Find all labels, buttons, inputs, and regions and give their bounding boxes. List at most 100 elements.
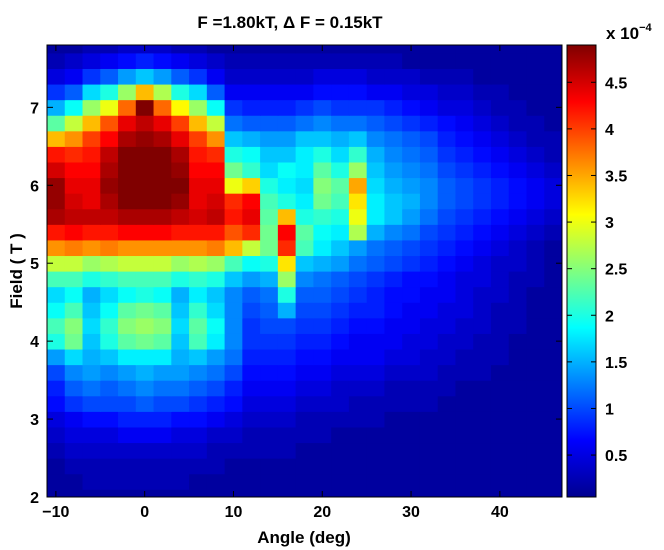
heatmap-cell <box>118 426 137 444</box>
heatmap-cell <box>206 395 226 412</box>
heatmap-cell <box>47 83 66 101</box>
heatmap-cell <box>153 333 172 350</box>
heatmap-cell <box>313 348 332 366</box>
heatmap-cell <box>366 52 386 69</box>
heatmap-cell <box>47 380 66 397</box>
plot-area: −10 0 10 20 30 40 2 3 4 5 6 7 <box>30 44 563 521</box>
heatmap-cell <box>100 380 119 397</box>
heatmap-cell <box>313 333 332 350</box>
heatmap-cell <box>82 83 101 101</box>
heatmap-cell <box>100 348 119 366</box>
heatmap-cell <box>348 130 368 147</box>
heatmap-cell <box>64 161 84 179</box>
colorbar-exponent-label: x 10−4 <box>606 22 653 43</box>
heatmap-cell <box>402 348 421 366</box>
heatmap-cell <box>189 364 208 381</box>
heatmap-cell <box>260 115 279 132</box>
heatmap-cell <box>242 193 261 210</box>
heatmap-cell <box>64 302 84 319</box>
heatmap-cell <box>171 333 190 350</box>
heatmap-cell <box>118 489 137 497</box>
heatmap-cell <box>366 473 386 490</box>
heatmap-cell <box>118 52 137 69</box>
heatmap-cell <box>171 302 190 319</box>
heatmap-cell <box>455 348 474 366</box>
heatmap-cell <box>366 177 386 194</box>
heatmap-cell <box>419 489 439 497</box>
heatmap-cell <box>366 333 386 350</box>
heatmap-cell <box>153 99 172 116</box>
heatmap-cell <box>490 193 510 210</box>
heatmap-cell <box>366 317 386 334</box>
heatmap-cell <box>224 348 243 366</box>
heatmap-cell <box>366 271 386 288</box>
heatmap-cell <box>135 99 155 116</box>
heatmap-cell <box>544 68 562 85</box>
heatmap-cell <box>100 99 119 116</box>
heatmap-cell <box>135 68 155 85</box>
heatmap-cell <box>82 239 101 257</box>
heatmap-cell <box>384 411 403 428</box>
heatmap-cell <box>189 426 208 444</box>
heatmap-cell <box>313 68 332 85</box>
heatmap-cell <box>508 115 528 132</box>
heatmap-cell <box>260 130 279 147</box>
heatmap-cell <box>82 115 101 132</box>
heatmap-cell <box>437 317 457 334</box>
heatmap-cell <box>277 348 297 366</box>
heatmap-cell <box>544 317 562 334</box>
heatmap-cell <box>260 271 279 288</box>
heatmap-cell <box>508 458 528 475</box>
heatmap-cell <box>171 395 190 412</box>
heatmap-cell <box>153 146 172 163</box>
heatmap-cell <box>490 380 510 397</box>
heatmap-cell <box>277 395 297 412</box>
heatmap-cell <box>419 130 439 147</box>
heatmap-cell <box>242 426 261 444</box>
heatmap-cell <box>135 271 155 288</box>
heatmap-cell <box>206 333 226 350</box>
heatmap-cell <box>526 224 545 241</box>
heatmap-cell <box>47 426 66 444</box>
heatmap-cell <box>206 317 226 334</box>
heatmap-cell <box>437 489 457 497</box>
heatmap-cell <box>348 395 368 412</box>
heatmap-cell <box>544 302 562 319</box>
heatmap-cell <box>419 239 439 257</box>
heatmap-cell <box>544 255 562 272</box>
heatmap-cell <box>189 333 208 350</box>
heatmap-cell <box>206 380 226 397</box>
heatmap-cell <box>153 458 172 475</box>
colorbar-tick-label: 3 <box>605 215 614 232</box>
heatmap-cell <box>526 239 545 257</box>
heatmap-cell <box>82 177 101 194</box>
heatmap-cell <box>153 115 172 132</box>
heatmap-cell <box>402 255 421 272</box>
heatmap-cell <box>206 161 226 179</box>
heatmap-cell <box>508 364 528 381</box>
heatmap-cell <box>100 302 119 319</box>
heatmap-cell <box>118 177 137 194</box>
heatmap-cell <box>402 380 421 397</box>
heatmap-cell <box>64 239 84 257</box>
heatmap-cell <box>384 208 403 225</box>
heatmap-cell <box>206 364 226 381</box>
heatmap-cell <box>331 224 350 241</box>
heatmap-cell <box>455 489 474 497</box>
heatmap-cell <box>135 83 155 101</box>
heatmap-cell <box>331 146 350 163</box>
heatmap-cell <box>313 239 332 257</box>
heatmap-cell <box>153 208 172 225</box>
heatmap-cell <box>47 224 66 241</box>
heatmap-cell <box>419 224 439 241</box>
heatmap-cell <box>64 395 84 412</box>
heatmap-cell <box>402 177 421 194</box>
heatmap-cell <box>544 426 562 444</box>
heatmap-cell <box>47 255 66 272</box>
heatmap-cell <box>473 364 492 381</box>
heatmap-cell <box>384 161 403 179</box>
heatmap-cell <box>260 68 279 85</box>
heatmap-cell <box>490 146 510 163</box>
heatmap-cell <box>82 224 101 241</box>
